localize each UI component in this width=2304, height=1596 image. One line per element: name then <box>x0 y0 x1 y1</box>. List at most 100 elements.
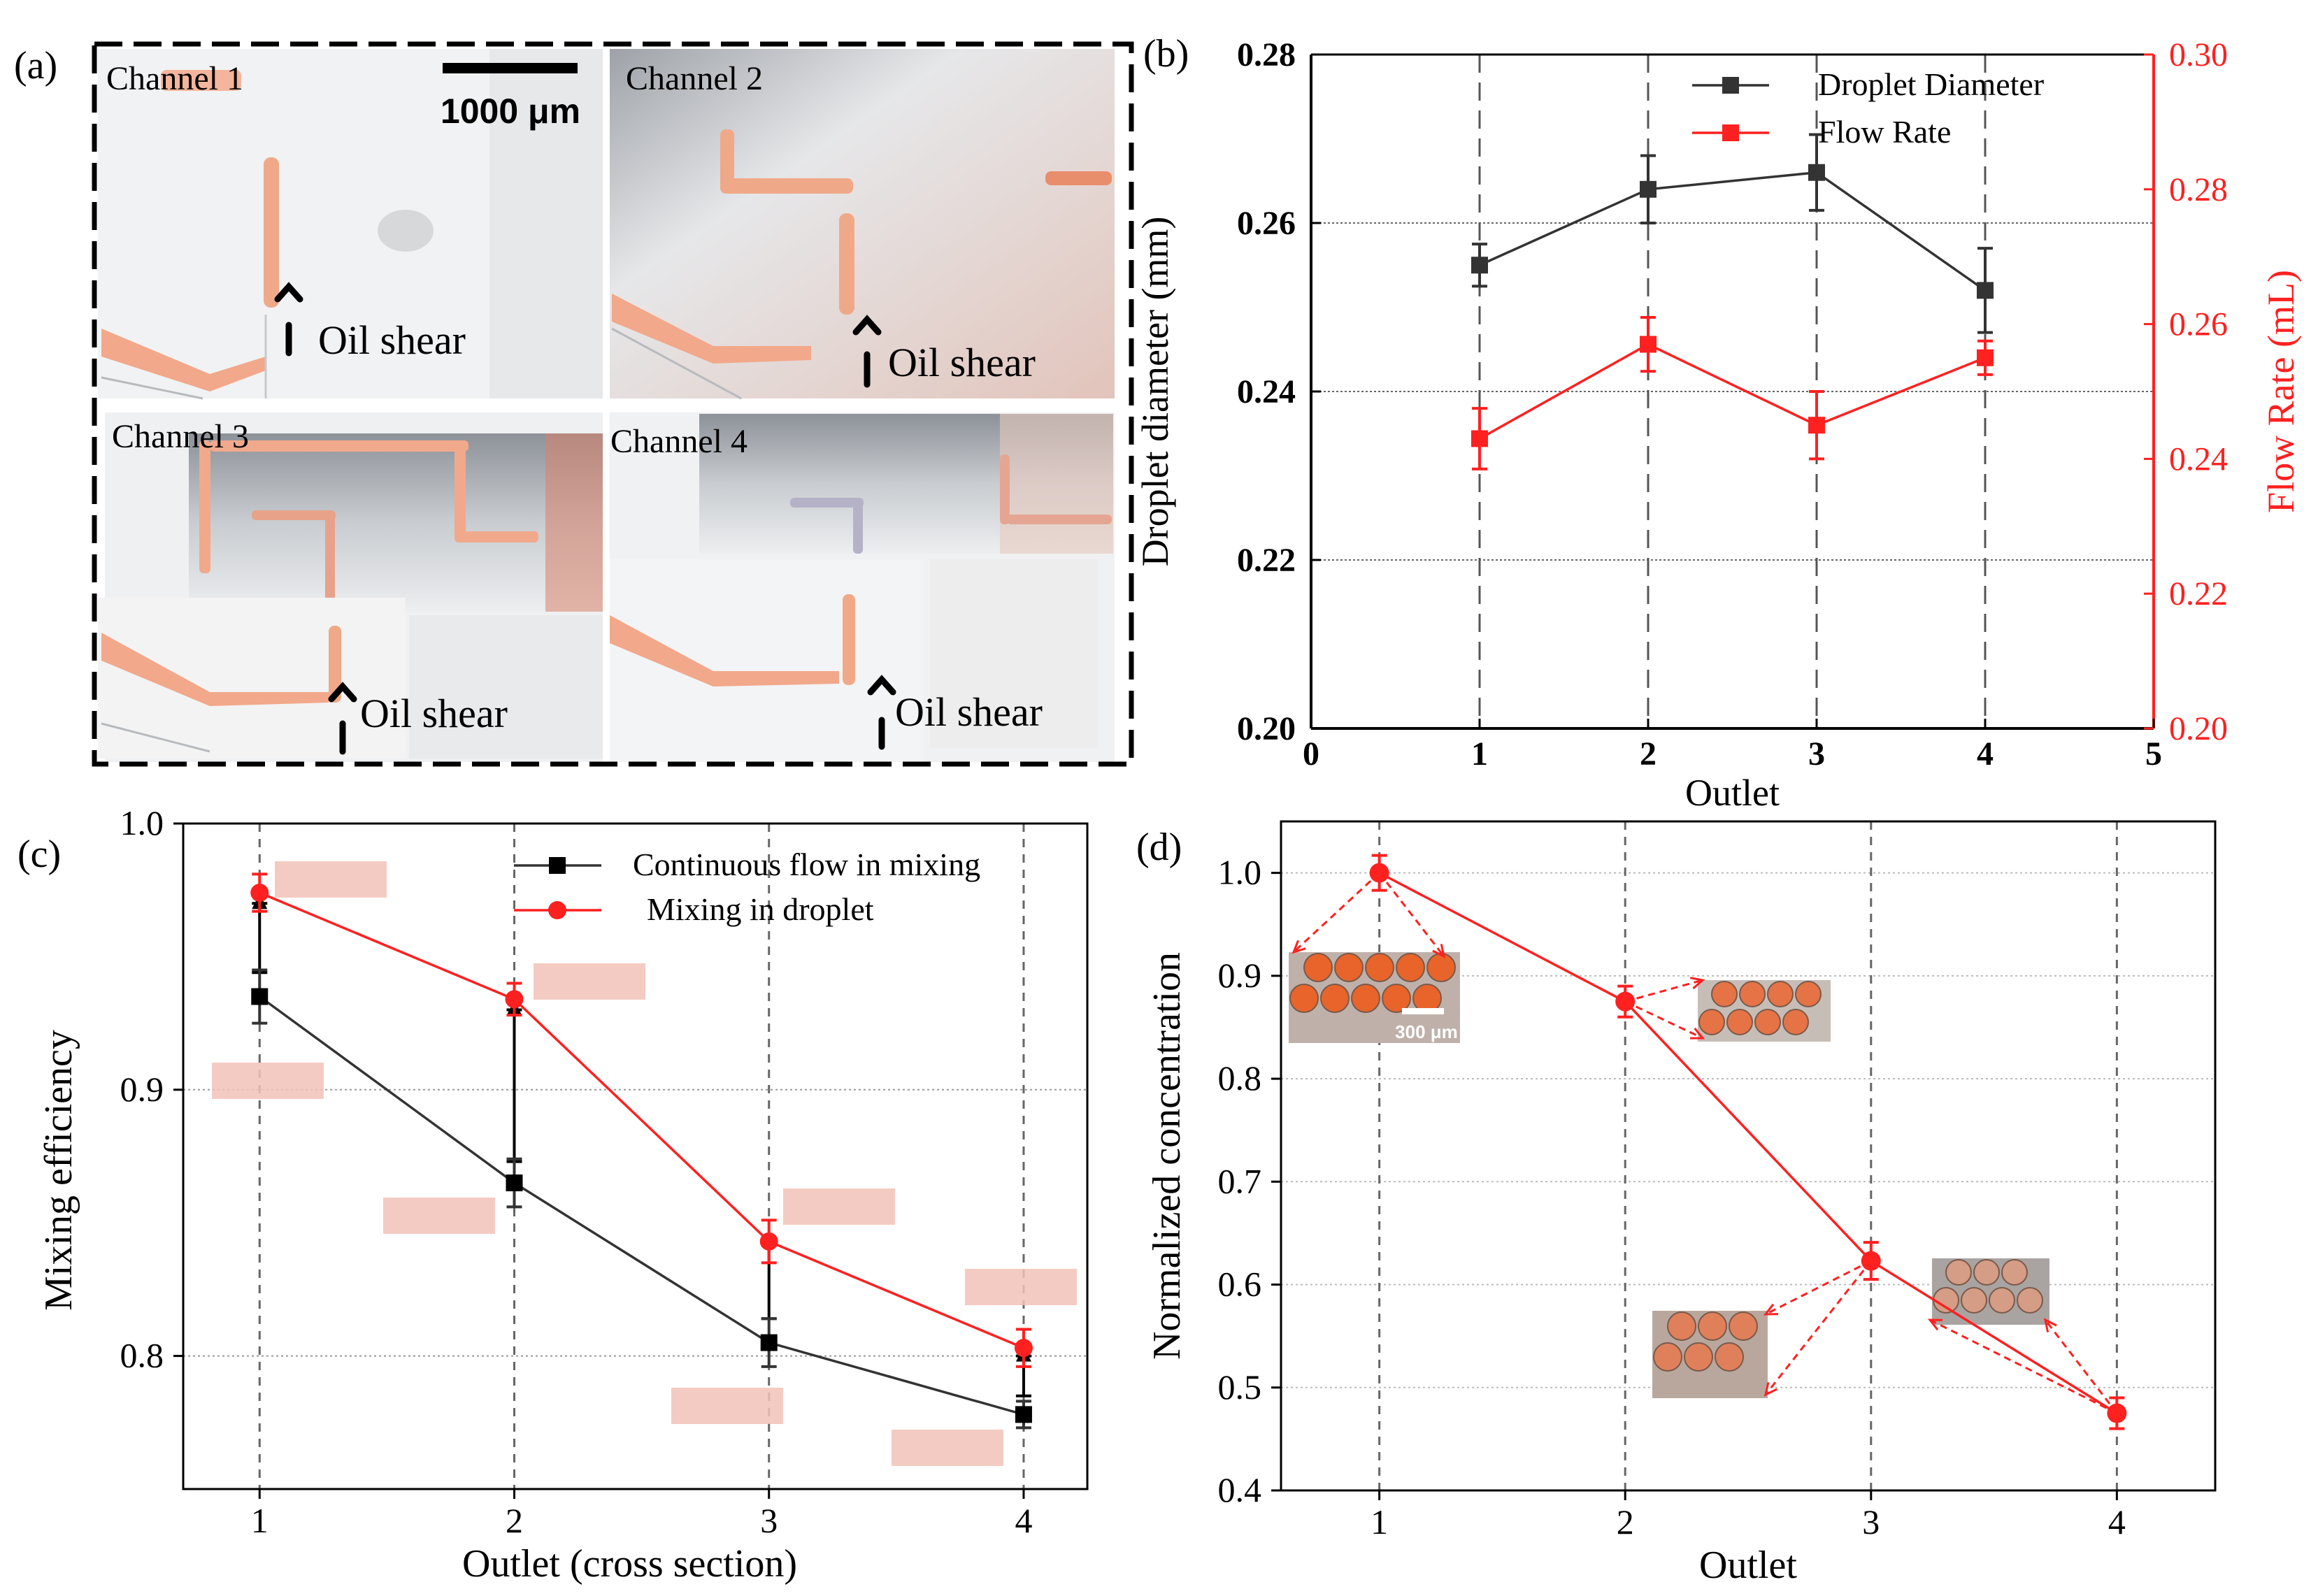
pointer-arrowhead <box>1763 1303 1779 1316</box>
pointer-arrow <box>1378 872 1445 957</box>
oil-shear-arrow-1 <box>274 282 303 357</box>
data-point <box>1369 863 1389 883</box>
droplet <box>1320 984 1350 1013</box>
droplet <box>1396 953 1425 982</box>
scale-bar <box>443 63 578 73</box>
data-point <box>250 884 269 903</box>
y-tick-label: 0.4 <box>1218 1470 1262 1509</box>
data-point <box>251 988 269 1005</box>
panel-c-chart: (c) 1 2 3 4 0.8 0.9 1.0 Outlet (cross section) M… <box>17 803 1089 1586</box>
legend-label: Mixing in droplet <box>647 891 874 927</box>
y-tick-label: 1.0 <box>120 803 164 842</box>
oil-shear-label-2: Oil shear <box>888 340 1036 385</box>
channel-1-image <box>98 49 603 400</box>
x-tick-label: 1 <box>1471 735 1488 772</box>
x-tick-label: 1 <box>1371 1502 1388 1541</box>
data-point <box>1808 417 1825 434</box>
y2-tick-label: 0.24 <box>2169 440 2228 477</box>
droplet <box>1782 1009 1809 1035</box>
y-tick-label: 1.0 <box>1218 853 1262 892</box>
data-point <box>759 1232 778 1251</box>
y-tick-label: 0.8 <box>120 1336 164 1375</box>
y-axis-label: Normalized concentration <box>1145 952 1189 1360</box>
y2-tick-label: 0.30 <box>2169 36 2228 73</box>
cross-section-image <box>275 861 387 898</box>
channel-4-image <box>608 412 1115 762</box>
y-tick-label: 0.9 <box>1218 956 1262 995</box>
y-tick-label: 0.5 <box>1218 1367 1262 1407</box>
data-point <box>506 1174 523 1192</box>
inset-outlet-3 <box>1652 1311 1768 1398</box>
legend-label: Droplet Diameter <box>1818 66 2044 102</box>
y-tick-label: 0.6 <box>1218 1265 1262 1304</box>
data-point <box>1977 282 1994 299</box>
legend-label: Flow Rate <box>1818 114 1951 150</box>
x-tick-label: 2 <box>506 1501 523 1540</box>
droplet <box>1795 981 1822 1007</box>
series-line <box>1378 872 2118 1415</box>
panel-d-label: (d) <box>1136 826 1182 869</box>
droplet <box>1667 1311 1696 1341</box>
x-tick-label: 4 <box>1977 735 1994 772</box>
pointer-arrow <box>2044 1319 2118 1414</box>
droplet <box>1426 953 1456 982</box>
legend-marker <box>548 901 566 919</box>
legend-marker <box>549 857 566 874</box>
cross-section-image <box>671 1388 783 1424</box>
droplet <box>1382 984 1411 1013</box>
y-tick-label: 0.26 <box>1237 205 1296 242</box>
channel-1-label: Channel 1 <box>106 60 243 97</box>
panel-a-label: (a) <box>14 44 57 87</box>
droplet <box>1334 953 1364 982</box>
y-tick-label: 0.24 <box>1237 373 1296 410</box>
pointer-arrow <box>1765 1260 1872 1316</box>
y2-tick-label: 0.22 <box>2169 575 2228 612</box>
data-point <box>1471 430 1488 447</box>
channel-3-image <box>98 412 610 762</box>
x-tick-label: 4 <box>1015 1501 1032 1540</box>
droplet <box>1726 1009 1753 1035</box>
y-tick-label: 0.28 <box>1237 36 1296 73</box>
data-point <box>1015 1406 1032 1423</box>
droplet <box>1684 1342 1713 1372</box>
channel-4-label: Channel 4 <box>610 423 747 460</box>
droplet <box>1303 953 1333 982</box>
panel-d-plot: 1 2 3 4 0.4 0.5 0.6 0.7 0.8 0.9 1.0 Outlet Normalize… <box>1145 820 2217 1587</box>
series-line <box>1479 171 1987 292</box>
y-tick-label: 0.7 <box>1218 1161 1262 1200</box>
x-tick-label: 2 <box>1617 1502 1634 1541</box>
y2-axis-label: Flow Rate (mL) <box>2260 270 2302 513</box>
oil-shear-label-3: Oil shear <box>360 691 508 736</box>
inset-outlet-1: 300 μm <box>1289 952 1460 1043</box>
pointer-arrowhead <box>2043 1318 2057 1332</box>
pointer-arrowhead <box>1689 1028 1705 1040</box>
oil-shear-arrow-2 <box>852 315 882 388</box>
channel-2-image <box>610 49 1115 400</box>
y-tick-label: 0.20 <box>1237 710 1296 747</box>
scale-bar-label: 1000 μm <box>441 92 580 131</box>
series-line <box>259 995 1024 1416</box>
series-line <box>1479 343 1986 440</box>
channel-3-label: Channel 3 <box>112 418 249 455</box>
panel-b-label: (b) <box>1143 32 1189 76</box>
droplet <box>1289 984 1319 1013</box>
data-point <box>1861 1251 1881 1271</box>
panel-b-chart: (b) 0 1 2 3 4 50.200.220.240.260.280.200.220.… <box>1134 32 2302 811</box>
droplet <box>1729 1311 1758 1341</box>
droplet <box>1698 1311 1727 1341</box>
cross-section-image <box>783 1188 895 1225</box>
panel-a-dashed-frame <box>92 41 1134 767</box>
x-tick-label: 1 <box>251 1501 269 1540</box>
droplet <box>1933 1287 1959 1314</box>
x-axis-label: Outlet (cross section) <box>462 1542 797 1586</box>
inset-scale-label: 300 μm <box>1395 1021 1458 1042</box>
cross-section-image <box>892 1430 1003 1466</box>
droplet <box>2001 1259 2028 1286</box>
x-tick-label: 3 <box>760 1501 778 1540</box>
inset-outlet-4 <box>1932 1258 2049 1325</box>
legend-marker <box>1722 77 1739 94</box>
cross-section-image <box>212 1063 324 1099</box>
x-tick-label: 3 <box>1808 735 1825 772</box>
y2-tick-label: 0.26 <box>2169 306 2228 343</box>
plot-frame <box>1280 820 2217 1492</box>
